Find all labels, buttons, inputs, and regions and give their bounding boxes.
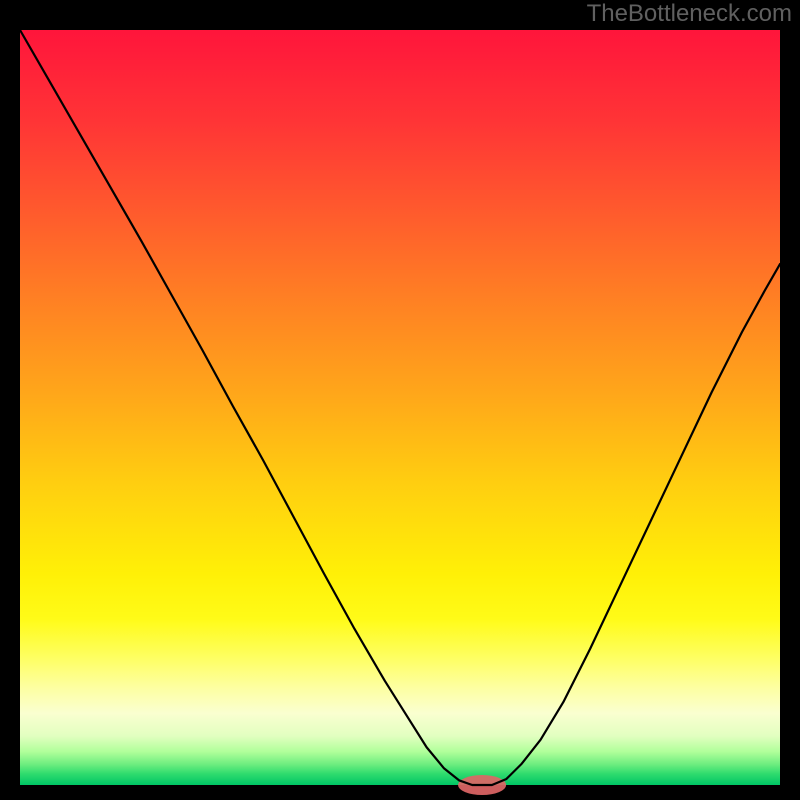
bottleneck-chart: TheBottleneck.com [0, 0, 800, 800]
watermark-text: TheBottleneck.com [587, 0, 792, 28]
plot-gradient-background [20, 30, 780, 785]
chart-svg [0, 0, 800, 800]
